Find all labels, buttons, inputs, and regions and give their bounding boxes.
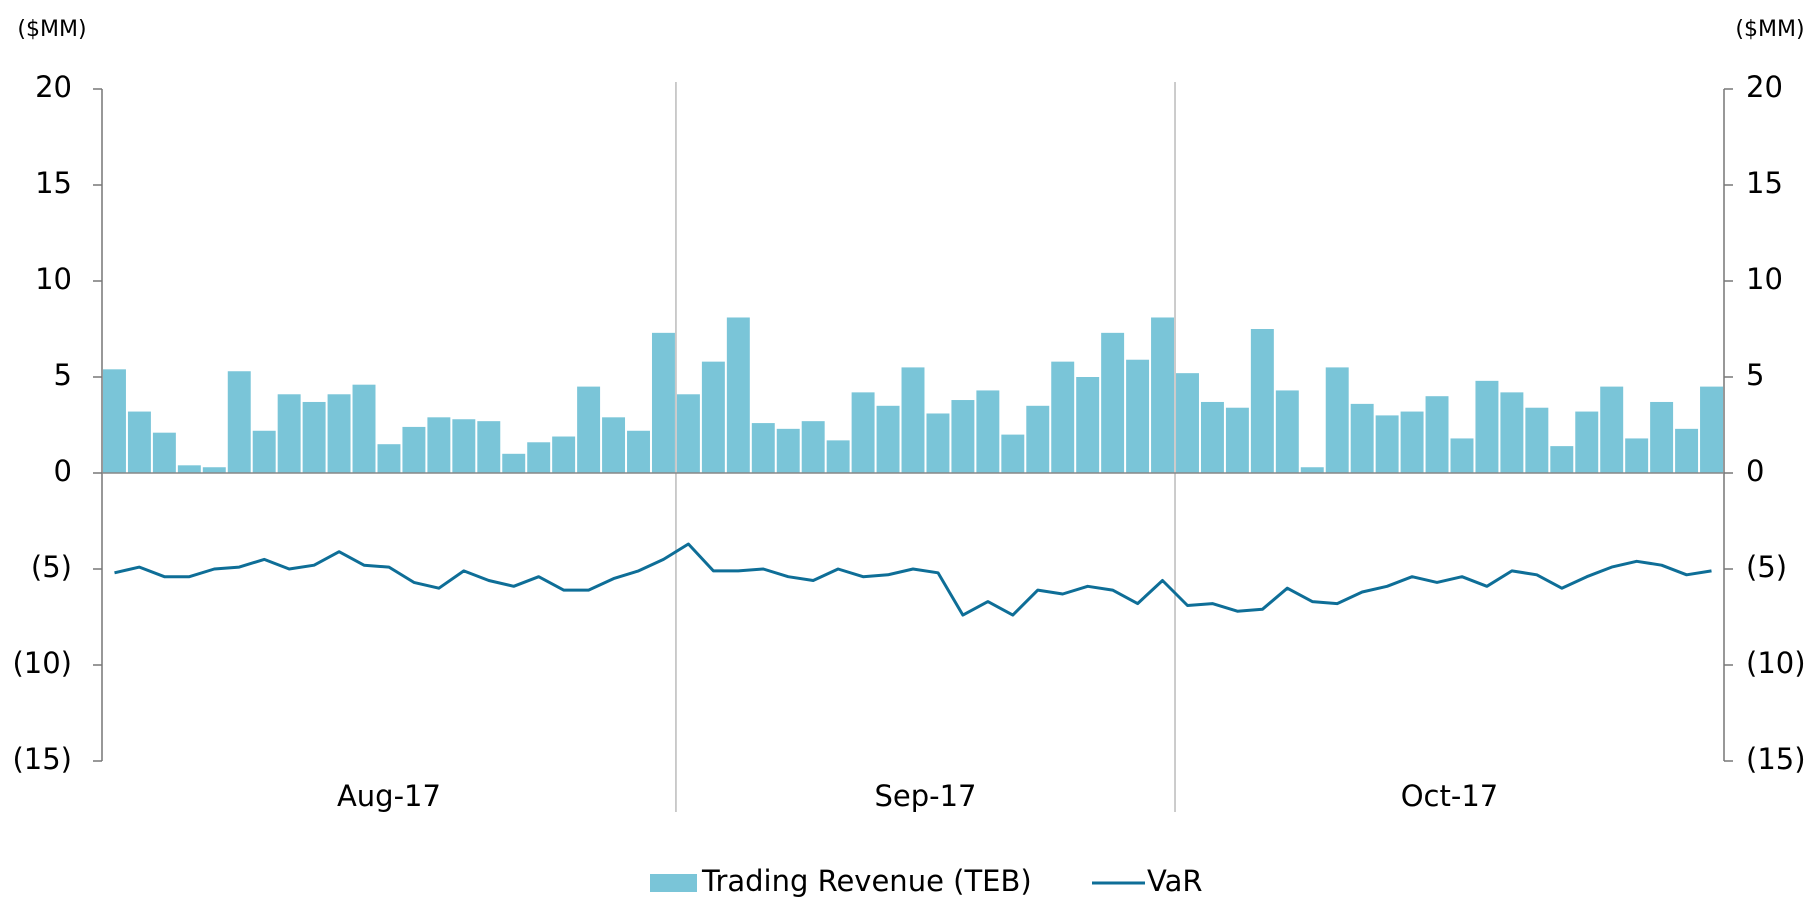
bar <box>1600 386 1624 473</box>
bar <box>152 432 176 473</box>
bar <box>1525 407 1549 473</box>
bar <box>1350 403 1374 473</box>
y2-tick-label: 15 <box>1746 166 1783 200</box>
y-tick-label: 5 <box>54 358 72 392</box>
bar <box>352 384 376 473</box>
bar <box>1375 415 1399 473</box>
y2-tick-label: 20 <box>1746 70 1783 104</box>
bar <box>502 453 526 473</box>
y-tick-label: 15 <box>35 166 72 200</box>
x-tick-label: Aug-17 <box>337 779 441 813</box>
bar <box>402 426 426 473</box>
bar <box>227 371 251 473</box>
y2-tick-label: (5) <box>1746 550 1787 584</box>
y-tick-label: 0 <box>54 454 72 488</box>
bar <box>602 417 626 473</box>
y2-axis-unit: ($MM) <box>1735 17 1804 42</box>
y2-tick-label: 0 <box>1746 454 1764 488</box>
legend-label: Trading Revenue (TEB) <box>701 864 1032 898</box>
bar <box>926 413 950 473</box>
bar <box>1300 467 1324 473</box>
bar <box>327 394 351 473</box>
bar <box>1650 401 1674 473</box>
y-tick-label: (15) <box>12 742 72 776</box>
bar <box>1400 411 1424 473</box>
bar <box>377 444 401 473</box>
x-tick-label: Oct-17 <box>1401 779 1499 813</box>
bar <box>1051 361 1075 473</box>
bar <box>676 394 700 473</box>
bar <box>651 332 675 473</box>
line <box>114 542 1712 617</box>
bar <box>1325 367 1349 473</box>
bar <box>1575 411 1599 473</box>
bar <box>552 436 576 473</box>
bar <box>1550 446 1574 473</box>
y-axis-unit: ($MM) <box>17 17 86 42</box>
bar <box>427 417 451 473</box>
bar <box>103 369 126 473</box>
bar <box>1625 438 1649 473</box>
bar <box>1076 377 1100 473</box>
bar <box>1675 428 1699 473</box>
y-tick-label: (5) <box>31 550 72 584</box>
y-tick-label: 20 <box>35 70 72 104</box>
bar <box>851 392 875 473</box>
bar <box>202 467 226 473</box>
x-tick-label: Sep-17 <box>874 779 976 813</box>
y2-tick-label: 10 <box>1746 262 1783 296</box>
bar <box>277 394 301 473</box>
bar <box>452 419 476 473</box>
bar <box>901 367 925 473</box>
bar <box>127 411 151 473</box>
bar <box>876 405 900 473</box>
bar <box>1700 386 1723 473</box>
y2-tick-label: (10) <box>1746 646 1806 680</box>
bar <box>776 428 800 473</box>
legend-label: VaR <box>1147 864 1203 898</box>
bar <box>627 430 650 473</box>
bar <box>1200 401 1224 473</box>
bar <box>1225 407 1249 473</box>
bar <box>1101 332 1125 473</box>
bar <box>252 430 276 473</box>
bar <box>751 423 775 473</box>
bar <box>951 400 975 473</box>
bar <box>1001 434 1025 473</box>
bar <box>1500 392 1524 473</box>
bar <box>1126 359 1150 473</box>
y2-tick-label: (15) <box>1746 742 1806 776</box>
bar <box>302 401 326 473</box>
y-tick-label: (10) <box>12 646 72 680</box>
bar <box>1176 373 1199 473</box>
bar <box>527 442 551 473</box>
y-tick-label: 10 <box>35 262 72 296</box>
bar <box>976 390 1000 473</box>
bar <box>1425 396 1449 473</box>
bar <box>801 421 825 473</box>
bar <box>1026 405 1050 473</box>
bar <box>1450 438 1474 473</box>
bar <box>1250 329 1274 473</box>
bar <box>1151 317 1175 473</box>
bar <box>1475 380 1499 473</box>
bar <box>177 465 201 473</box>
legend-swatch <box>650 874 697 892</box>
y2-tick-label: 5 <box>1746 358 1764 392</box>
bar <box>826 440 850 473</box>
bar <box>477 421 501 473</box>
bar <box>577 386 601 473</box>
bar <box>701 361 725 473</box>
bar <box>1275 390 1299 473</box>
bar <box>726 317 750 473</box>
